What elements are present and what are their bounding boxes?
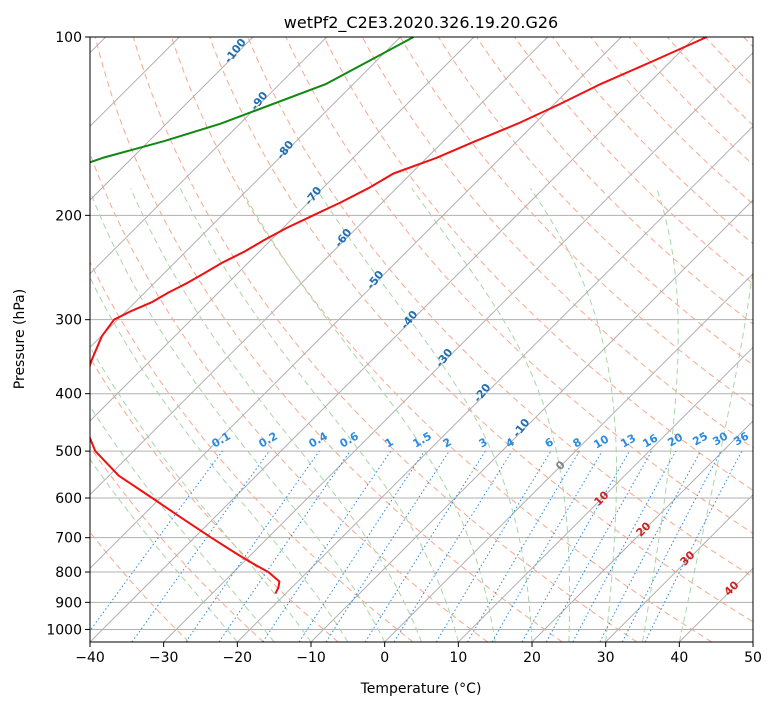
dry-adiabats xyxy=(90,37,753,642)
moist-adiabat-line xyxy=(678,265,753,642)
moist-adiabat-line xyxy=(240,187,496,642)
isotherm-line xyxy=(384,272,753,642)
moist-adiabat-line xyxy=(642,188,679,642)
x-axis-title: Temperature (°C) xyxy=(360,681,482,697)
y-tick-label: 700 xyxy=(55,531,82,547)
y-tick-label: 800 xyxy=(55,565,82,581)
dry-adiabat-line xyxy=(90,260,414,642)
sounding-series xyxy=(90,37,708,595)
x-tick-label: −40 xyxy=(75,650,105,666)
isotherm-line xyxy=(310,199,753,642)
y-tick-label: 200 xyxy=(55,208,82,224)
plot-frame xyxy=(89,36,754,643)
moist-adiabat-line xyxy=(315,187,533,642)
isotherm-line xyxy=(90,37,401,349)
x-tick-label: 30 xyxy=(597,650,615,666)
y-tick-label: 500 xyxy=(55,444,82,460)
y-tick-label: 900 xyxy=(55,595,82,611)
mixing-ratio-line xyxy=(521,450,630,642)
dry-adiabat-line xyxy=(209,37,753,623)
isotherm-line xyxy=(236,125,753,642)
y-tick-label: 300 xyxy=(55,313,82,329)
isotherm-line xyxy=(90,37,622,570)
mixing-ratio-lines xyxy=(90,450,743,642)
y-axis-title: Pressure (hPa) xyxy=(12,289,28,389)
x-tick-label: 20 xyxy=(523,650,541,666)
y-axis-ticks: 100 200 300 400 500 600 700 800 900 1000 xyxy=(46,30,90,638)
isotherm-line xyxy=(531,420,753,642)
dry-adiabat-line xyxy=(514,37,753,285)
x-tick-label: −30 xyxy=(149,650,179,666)
moist-adiabat-line xyxy=(90,189,386,642)
mixing-ratio-line xyxy=(467,450,580,642)
x-tick-label: 0 xyxy=(380,650,389,666)
moist-adiabat-line xyxy=(130,187,422,642)
mixing-ratio-line xyxy=(218,450,351,642)
x-tick-label: 40 xyxy=(670,650,688,666)
dry-adiabat-line xyxy=(132,37,638,642)
mixing-ratio-line xyxy=(435,450,552,642)
isotherm-line xyxy=(90,37,549,496)
moist-adiabat-line xyxy=(90,276,349,642)
skewed-isotherms xyxy=(90,37,753,642)
y-tick-label: 600 xyxy=(55,491,82,507)
y-tick-label: 1000 xyxy=(46,622,82,638)
moist-adiabats xyxy=(90,187,753,642)
x-axis-ticks: −40 −30 −20 −10 0 10 20 30 40 50 xyxy=(75,642,762,666)
isotherm-line xyxy=(90,37,696,642)
isotherm-line xyxy=(90,37,475,422)
x-tick-label: −10 xyxy=(296,650,326,666)
mixing-ratio-line xyxy=(325,450,450,642)
x-tick-label: −20 xyxy=(223,650,253,666)
dry-adiabat-line xyxy=(247,37,753,578)
mixing-ratio-line xyxy=(185,450,320,642)
y-tick-label: 100 xyxy=(55,30,82,46)
isotherm-line xyxy=(90,37,328,275)
dry-adiabat-line xyxy=(94,37,563,642)
y-tick-label: 400 xyxy=(55,387,82,403)
isotherm-line xyxy=(605,493,753,642)
dry-adiabat-line xyxy=(90,446,264,642)
mixing-ratio-line xyxy=(131,450,270,642)
temperature-line xyxy=(90,37,708,595)
isotherm-line xyxy=(457,346,753,642)
mixing-ratio-line xyxy=(572,450,677,642)
plot-area xyxy=(90,37,753,642)
isotherm-line xyxy=(163,51,753,642)
mixing-ratio-line xyxy=(90,450,223,632)
dry-adiabat-line xyxy=(323,37,753,491)
mixing-ratio-line xyxy=(364,450,486,642)
moist-adiabat-line xyxy=(411,187,571,642)
isotherm-line xyxy=(90,37,254,201)
mixing-ratio-line xyxy=(393,450,513,642)
chart-title: wetPf2_C2E3.2020.326.19.20.G26 xyxy=(284,13,558,33)
mixing-ratio-line xyxy=(491,450,603,642)
dry-adiabat-line xyxy=(399,37,753,407)
x-tick-label: 50 xyxy=(744,650,762,666)
moist-adiabat-line xyxy=(179,187,459,642)
moist-adiabat-line xyxy=(90,458,238,642)
mixing-ratio-line xyxy=(545,450,653,642)
moist-adiabat-line xyxy=(530,187,617,642)
dry-adiabat-line xyxy=(476,37,753,325)
dry-adiabat-line xyxy=(628,37,753,166)
x-tick-label: 10 xyxy=(449,650,467,666)
